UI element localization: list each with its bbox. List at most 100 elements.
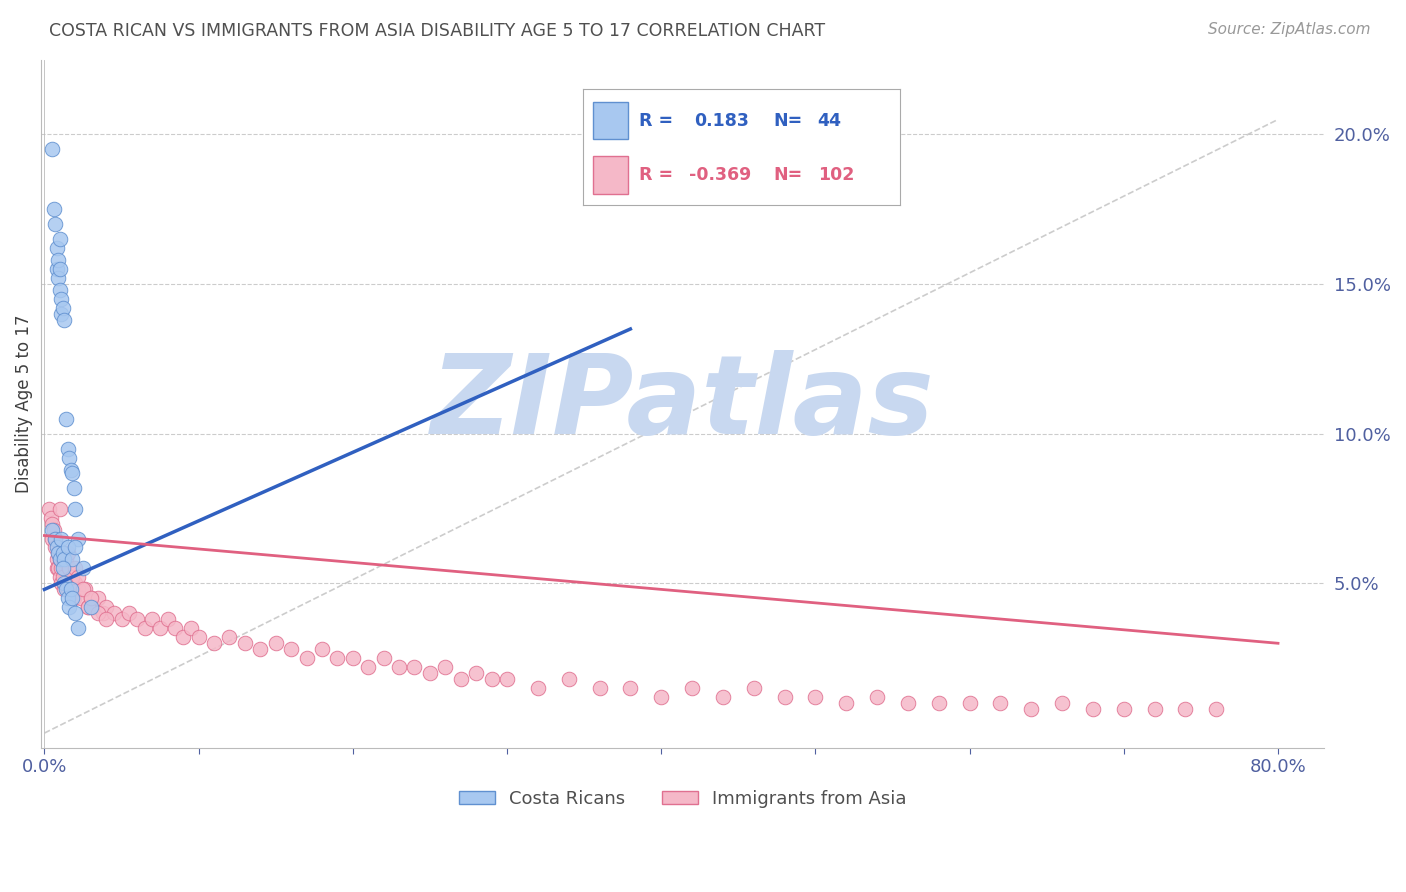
Point [49,501,72,516]
Point [110,612,132,626]
Point [72,561,94,575]
Point [67,532,90,546]
Point [465,666,488,681]
Point [1112,702,1135,716]
Point [58,450,80,465]
Point [49,232,72,246]
Point [44,217,66,231]
Point [1050,696,1073,710]
Text: N=: N= [773,112,803,129]
Point [60,466,83,480]
Point [165,621,187,635]
Point [45,552,67,566]
Point [94,600,117,615]
Text: 102: 102 [818,166,853,184]
Point [388,660,411,674]
Point [311,642,333,657]
Point [67,621,90,635]
Point [44,541,66,555]
Point [619,681,641,695]
Point [1081,702,1104,716]
Point [897,696,920,710]
Point [55,582,77,597]
Point [41,516,63,531]
Point [233,636,256,650]
Point [434,660,457,674]
Point [79,591,101,606]
Point [56,442,79,456]
Point [742,681,765,695]
Point [70,591,93,606]
Point [187,630,209,644]
Point [103,607,125,621]
Point [79,600,101,615]
Point [928,696,950,710]
Point [496,672,519,686]
Point [72,582,94,597]
Point [60,591,83,606]
Point [39,510,62,524]
Point [38,501,60,516]
Point [51,576,73,591]
Point [134,621,156,635]
Point [125,612,148,626]
Point [53,313,76,327]
Text: Source: ZipAtlas.com: Source: ZipAtlas.com [1208,22,1371,37]
Point [58,600,80,615]
Point [51,307,73,321]
Point [65,561,87,575]
Text: -0.369: -0.369 [689,166,752,184]
Point [249,642,271,657]
Point [41,142,63,156]
Point [373,651,395,665]
Point [202,636,225,650]
Point [773,690,796,705]
FancyBboxPatch shape [593,102,627,139]
Point [404,660,426,674]
Point [959,696,981,710]
Point [1019,702,1042,716]
Point [87,591,110,606]
Point [51,532,73,546]
Point [52,301,75,315]
Point [56,546,79,560]
Point [51,292,73,306]
Point [419,666,441,681]
Point [94,612,117,626]
Point [79,591,101,606]
Text: N=: N= [773,166,803,184]
Point [67,582,90,597]
Point [49,570,72,584]
Point [41,523,63,537]
Point [557,672,579,686]
Text: R =: R = [638,166,673,184]
Point [1143,702,1166,716]
Text: 0.183: 0.183 [695,112,749,129]
Point [42,202,65,217]
Point [62,481,84,495]
Point [65,541,87,555]
Point [62,591,84,606]
Point [55,411,77,425]
Point [218,630,240,644]
Point [46,546,69,560]
Point [53,582,76,597]
Point [45,262,67,277]
Point [46,546,69,560]
Point [326,651,349,665]
Point [83,600,105,615]
Text: COSTA RICAN VS IMMIGRANTS FROM ASIA DISABILITY AGE 5 TO 17 CORRELATION CHART: COSTA RICAN VS IMMIGRANTS FROM ASIA DISA… [49,22,825,40]
Point [65,607,87,621]
Point [357,660,380,674]
Point [87,607,110,621]
Point [804,690,827,705]
Point [51,561,73,575]
Text: ZIPatlas: ZIPatlas [430,351,935,458]
Point [481,672,503,686]
Point [41,532,63,546]
Point [295,651,318,665]
Point [56,591,79,606]
Point [56,582,79,597]
Point [49,283,72,297]
Point [76,600,98,615]
